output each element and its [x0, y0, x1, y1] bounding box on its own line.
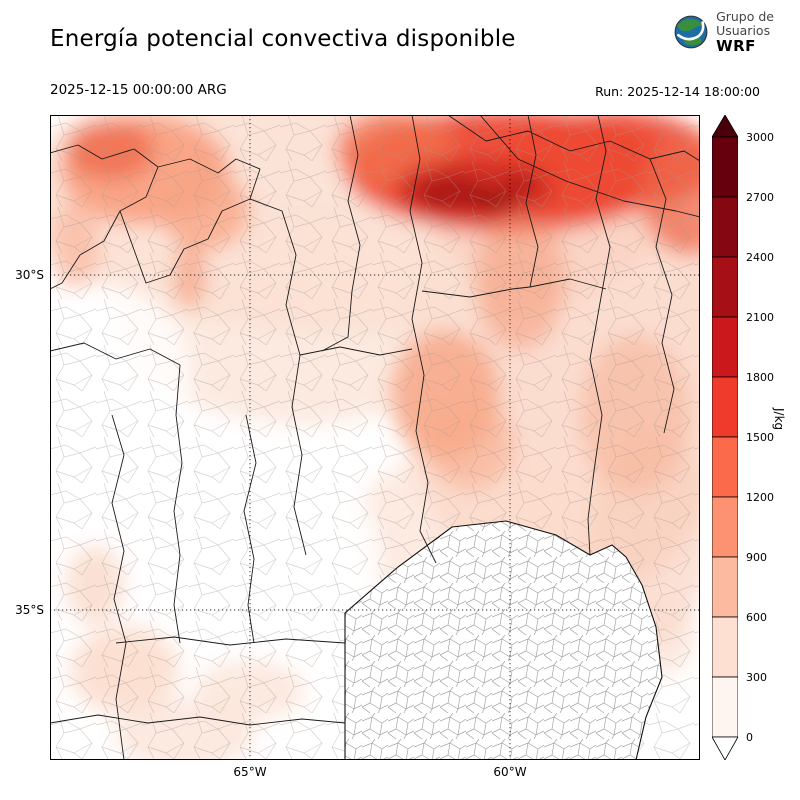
lon-tick-65w: 65°W	[233, 765, 267, 779]
lat-tick-35s: 35°S	[15, 603, 44, 617]
colorbar-under-arrow	[712, 736, 738, 760]
lon-tick-60w: 60°W	[493, 765, 527, 779]
colorbar-tick: 2400	[746, 251, 774, 264]
wrf-logo: Grupo de Usuarios WRF	[673, 10, 774, 55]
colorbar-band	[712, 616, 738, 678]
colorbar-tick: 3000	[746, 131, 774, 144]
colorbar-tick: 0	[746, 731, 753, 744]
colorbar-tick: 1200	[746, 491, 774, 504]
colorbar-band	[712, 496, 738, 558]
map-frame	[50, 115, 700, 760]
colorbar-tick: 1500	[746, 431, 774, 444]
logo-line-2: Usuarios	[716, 23, 771, 38]
colorbar-tick: 2100	[746, 311, 774, 324]
province-borders	[50, 115, 700, 760]
logo-line-1: Grupo de	[716, 9, 774, 24]
logo-text: Grupo de Usuarios WRF	[716, 10, 774, 55]
colorbar-band	[712, 676, 738, 738]
colorbar-tick: 600	[746, 611, 767, 624]
logo-brand: WRF	[716, 37, 756, 55]
colorbar-band	[712, 556, 738, 618]
colorbar-band	[712, 316, 738, 378]
colorbar-tick: 2700	[746, 191, 774, 204]
colorbar-unit-label: J/kg	[772, 408, 786, 431]
valid-time-label: 2025-12-15 00:00:00 ARG	[50, 82, 227, 98]
globe-icon	[674, 15, 708, 49]
colorbar-over-arrow	[712, 115, 738, 138]
colorbar-band	[712, 436, 738, 498]
colorbar-band	[712, 136, 738, 198]
graticule	[50, 115, 700, 760]
colorbar-tick: 300	[746, 671, 767, 684]
colorbar-tick: 900	[746, 551, 767, 564]
page-title: Energía potencial convectiva disponible	[50, 26, 516, 52]
colorbar-band	[712, 376, 738, 438]
colorbar	[712, 115, 738, 760]
colorbar-band	[712, 256, 738, 318]
run-time-label: Run: 2025-12-14 18:00:00	[595, 84, 760, 99]
cape-map	[50, 115, 700, 760]
buenos-aires-departments	[344, 520, 663, 760]
lat-tick-30s: 30°S	[15, 268, 44, 282]
colorbar-tick: 1800	[746, 371, 774, 384]
colorbar-band	[712, 196, 738, 258]
